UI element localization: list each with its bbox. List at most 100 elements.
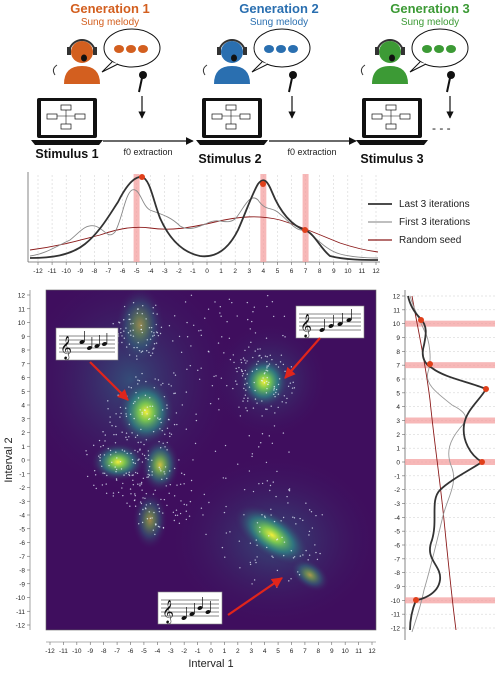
top-tick-label: 9 bbox=[332, 268, 336, 275]
score-inset-2: 𝄞 bbox=[295, 305, 365, 339]
continuation-ellipsis: - - - bbox=[432, 121, 451, 135]
heatmap-y-tick-label: 6 bbox=[21, 375, 25, 382]
heatmap-y-tick-label: 4 bbox=[21, 403, 25, 410]
top-tick-label: -5 bbox=[134, 268, 140, 275]
laptop-icon-1 bbox=[31, 98, 103, 145]
top-tick-label: 2 bbox=[233, 268, 237, 275]
legend-last-label: Last 3 iterations bbox=[399, 199, 470, 210]
heatmap-x-tick-label: 2 bbox=[236, 648, 240, 655]
heatmap-y-tick-label: -8 bbox=[19, 568, 25, 575]
note-head-icon bbox=[346, 318, 352, 322]
heatmap-y-tick-label: -3 bbox=[19, 499, 25, 506]
right-random-seed-curve bbox=[411, 295, 457, 631]
note-head-icon bbox=[86, 346, 93, 350]
right-marginal-plot: 1211109876543210-1-2-3-4-5-6-7-8-9-10-11… bbox=[391, 290, 495, 640]
right-tick-label: 2 bbox=[396, 432, 400, 439]
note-head-icon bbox=[197, 606, 203, 610]
heatmap-x-tick-label: 6 bbox=[290, 648, 294, 655]
right-tick-label: -1 bbox=[394, 473, 400, 480]
heatmap-x-tick-label: -8 bbox=[101, 648, 107, 655]
heatmap-x-tick-label: -9 bbox=[87, 648, 93, 655]
right-tick-label: 6 bbox=[396, 377, 400, 384]
cluster-blob-2 bbox=[239, 355, 289, 409]
right-tick-label: -7 bbox=[394, 556, 400, 563]
heatmap-x-tick-label: -3 bbox=[168, 648, 174, 655]
heatmap-x-tick-label: 1 bbox=[223, 648, 227, 655]
right-tick-label: 3 bbox=[396, 418, 400, 425]
arrow-to-cluster-2 bbox=[284, 337, 321, 379]
last-iterations-curve bbox=[29, 176, 379, 261]
heatmap-y-tick-label: 2 bbox=[21, 430, 25, 437]
laptop-icon-3 bbox=[356, 98, 428, 145]
heatmap-y-tick-label: -1 bbox=[19, 471, 25, 478]
cluster-blob-1 bbox=[116, 377, 176, 447]
legend-random-label: Random seed bbox=[399, 235, 461, 246]
right-peak-highlight-band bbox=[405, 320, 495, 327]
right-peak-marker-10 bbox=[418, 317, 424, 323]
right-tick-label: 10 bbox=[393, 321, 401, 328]
top-tick-label: -6 bbox=[120, 268, 126, 275]
top-tick-label: 1 bbox=[219, 268, 223, 275]
right-tick-label: -9 bbox=[394, 584, 400, 591]
peak-marker-minus-5 bbox=[139, 174, 145, 180]
peak-marker-4 bbox=[260, 181, 266, 187]
top-tick-label: -11 bbox=[48, 268, 57, 275]
right-tick-label: 12 bbox=[393, 294, 401, 301]
top-tick-label: -1 bbox=[190, 268, 196, 275]
stimulus-3-label: Stimulus 3 bbox=[360, 152, 423, 166]
right-tick-label: 8 bbox=[396, 349, 400, 356]
right-tick-label: -4 bbox=[394, 515, 400, 522]
heatmap-y-tick-label: 11 bbox=[18, 306, 25, 313]
top-tick-label: 6 bbox=[290, 268, 294, 275]
f0-arrow-2: f0 extraction bbox=[269, 137, 357, 157]
score-inset-1: 𝄞 bbox=[55, 327, 119, 361]
heatmap-x-tick-label: -11 bbox=[59, 648, 68, 655]
heatmap-y-tick-label: -7 bbox=[19, 554, 25, 561]
heatmap-x-tick-label: 5 bbox=[276, 648, 280, 655]
top-tick-label: 11 bbox=[359, 268, 366, 275]
top-tick-label: 5 bbox=[276, 268, 280, 275]
note-head-icon bbox=[181, 616, 187, 620]
y-axis-label: Interval 2 bbox=[3, 437, 15, 482]
right-tick-label: 4 bbox=[396, 404, 400, 411]
heatmap-y-tick-label: 1 bbox=[21, 444, 25, 451]
right-tick-label: -2 bbox=[394, 487, 400, 494]
heatmap-x-tick-label: -7 bbox=[114, 648, 120, 655]
heatmap-y-tick-label: 0 bbox=[21, 458, 25, 465]
top-tick-label: 4 bbox=[262, 268, 266, 275]
interval-heatmap: 𝄞𝄞𝄞 -12 -11 -10 -9 -8 -7 -6 -5 -4 -3 -2 -1 0 1 2 3 4 5 6 7 8… bbox=[3, 289, 377, 670]
generation-1-subtitle: Sung melody bbox=[81, 17, 139, 28]
top-tick-label: -12 bbox=[33, 268, 43, 275]
heatmap-x-tick-label: 0 bbox=[209, 648, 213, 655]
heatmap-y-tick-label: -9 bbox=[19, 581, 25, 588]
heatmap-x-tick-label: 4 bbox=[263, 648, 267, 655]
right-tick-label: -6 bbox=[394, 543, 400, 550]
note-head-icon bbox=[101, 342, 108, 346]
f0-extraction-label-2: f0 extraction bbox=[287, 147, 336, 157]
arrow-to-cluster-1 bbox=[89, 361, 129, 401]
right-peak-highlight-band bbox=[405, 597, 495, 604]
top-tick-label: -2 bbox=[176, 268, 182, 275]
heatmap-y-tick-label: 8 bbox=[21, 348, 25, 355]
heatmap-x-tick-label: 3 bbox=[249, 648, 253, 655]
x-axis-label: Interval 1 bbox=[188, 658, 233, 670]
f0-extraction-label-1: f0 extraction bbox=[123, 147, 172, 157]
right-tick-label: 9 bbox=[396, 335, 400, 342]
note-head-icon bbox=[337, 322, 343, 326]
note-head-icon bbox=[319, 328, 325, 332]
top-tick-label: -8 bbox=[91, 268, 97, 275]
peak-highlight-band bbox=[133, 174, 140, 262]
laptop-icon-2 bbox=[196, 98, 268, 145]
top-tick-label: -3 bbox=[162, 268, 168, 275]
stimulus-1-label: Stimulus 1 bbox=[35, 147, 98, 161]
right-tick-label: -10 bbox=[391, 598, 401, 605]
right-tick-label: -11 bbox=[391, 612, 400, 619]
random-seed-curve bbox=[29, 216, 379, 253]
heatmap-x-tick-label: 12 bbox=[368, 648, 376, 655]
heatmap-y-tick-label: -6 bbox=[19, 540, 25, 547]
heatmap-x-tick-label: -12 bbox=[45, 648, 55, 655]
generation-2-subtitle: Sung melody bbox=[250, 17, 308, 28]
right-peak-marker-7 bbox=[427, 361, 433, 367]
right-peak-marker-minus-10 bbox=[413, 597, 419, 603]
right-peak-highlight-band bbox=[405, 417, 495, 424]
